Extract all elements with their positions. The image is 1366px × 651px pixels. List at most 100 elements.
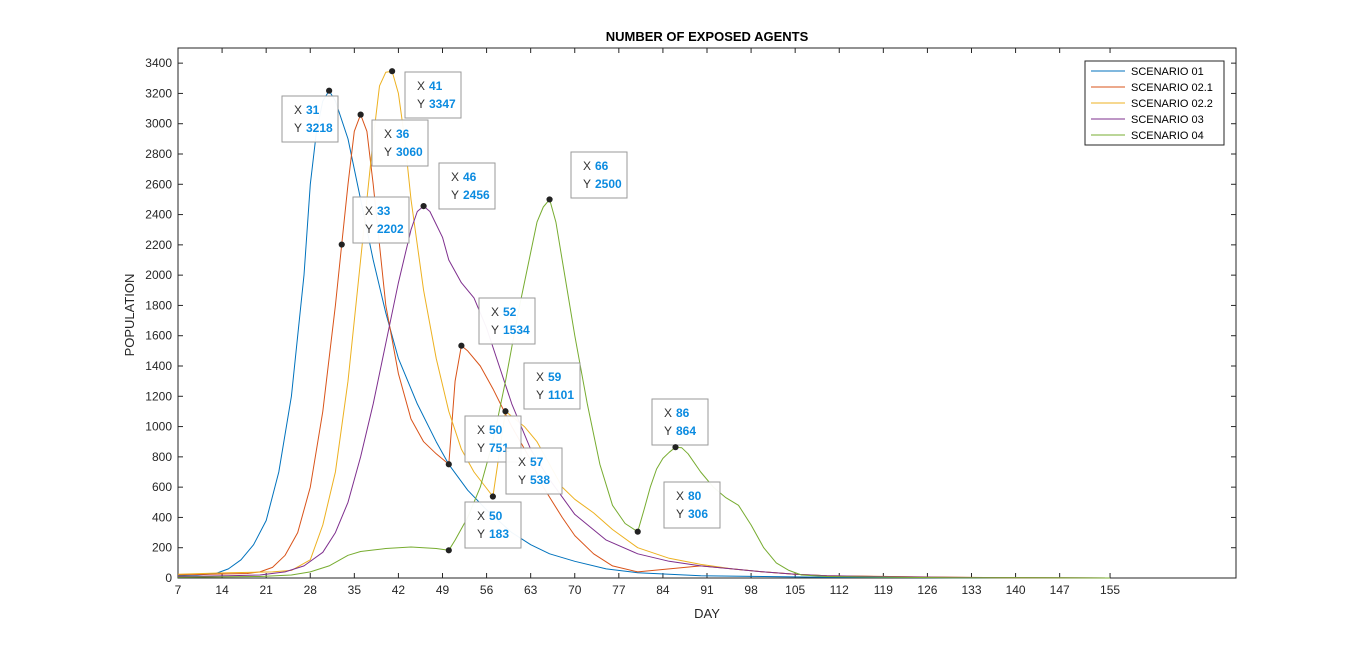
datatip[interactable]: X 36 Y 3060	[357, 111, 429, 167]
datatip[interactable]: X 46 Y 2456	[420, 162, 496, 210]
datatip-y-value: 2500	[595, 177, 622, 191]
datatip-x-value: 86	[676, 406, 690, 420]
datatip[interactable]: X 33 Y 2202	[338, 196, 410, 248]
datatip-y-value: 3060	[396, 145, 423, 159]
datatip-y-key: Y	[477, 441, 485, 455]
datatips: X 31 Y 3218 X 36 Y 3060 X 41 Y 3347 X 33 Y 2202 X 46 Y 2456…	[281, 68, 721, 554]
x-tick-label: 49	[436, 583, 450, 597]
x-tick-label: 155	[1100, 583, 1120, 597]
datatip-y-key: Y	[365, 222, 373, 236]
datatip-y-value: 2202	[377, 222, 404, 236]
datatip-x-value: 57	[530, 455, 544, 469]
datatip-marker	[357, 111, 364, 118]
x-tick-label: 70	[568, 583, 582, 597]
datatip-y-value: 1534	[503, 323, 530, 337]
datatip[interactable]: X 50 Y 183	[445, 501, 522, 554]
datatip[interactable]: X 52 Y 1534	[458, 297, 536, 349]
datatip-x-key: X	[676, 489, 684, 503]
datatip-y-value: 2456	[463, 188, 490, 202]
datatip-marker	[420, 202, 427, 210]
datatip-y-key: Y	[417, 97, 425, 111]
datatip-box	[438, 162, 496, 210]
x-tick-label: 14	[215, 583, 229, 597]
datatip-x-value: 33	[377, 204, 391, 218]
datatip-marker	[489, 493, 496, 500]
legend-entry-2[interactable]: SCENARIO 02.1	[1131, 82, 1213, 94]
datatip[interactable]: X 57 Y 538	[489, 447, 563, 500]
datatip-x-key: X	[518, 455, 526, 469]
datatip[interactable]: X 66 Y 2500	[546, 151, 628, 203]
datatip-box	[663, 481, 721, 529]
datatip-marker	[546, 196, 553, 203]
datatip-y-value: 751	[489, 441, 509, 455]
datatip[interactable]: X 80 Y 306	[634, 481, 721, 535]
datatip[interactable]: X 31 Y 3218	[281, 87, 339, 143]
series-line-1	[177, 90, 1111, 579]
datatip-x-key: X	[583, 159, 591, 173]
y-tick-label: 1400	[145, 359, 172, 373]
datatip-x-key: X	[451, 170, 459, 184]
datatip-y-key: Y	[451, 188, 459, 202]
datatip-box	[281, 95, 339, 143]
datatip-y-key: Y	[384, 145, 392, 159]
datatip-x-value: 31	[306, 103, 320, 117]
datatip[interactable]: X 41 Y 3347	[389, 68, 462, 119]
datatip[interactable]: X 50 Y 751	[445, 415, 522, 468]
datatip-y-key: Y	[294, 121, 302, 135]
datatip-x-value: 52	[503, 305, 517, 319]
series-line-5	[177, 198, 1111, 579]
datatip-x-key: X	[664, 406, 672, 420]
y-tick-label: 400	[152, 510, 172, 524]
x-tick-label: 98	[744, 583, 758, 597]
legend-entry-1[interactable]: SCENARIO 01	[1131, 66, 1204, 78]
datatip-x-key: X	[477, 423, 485, 437]
x-tick-label: 140	[1006, 583, 1026, 597]
datatip-y-value: 1101	[548, 388, 574, 402]
y-tick-label: 2000	[145, 268, 172, 282]
datatip-marker	[389, 68, 396, 75]
datatip-x-key: X	[536, 370, 544, 384]
y-tick-label: 2600	[145, 177, 172, 191]
legend-entry-3[interactable]: SCENARIO 02.2	[1131, 98, 1213, 110]
y-tick-label: 3200	[145, 86, 172, 100]
datatip[interactable]: X 59 Y 1101	[502, 362, 581, 415]
legend-entry-5[interactable]: SCENARIO 04	[1131, 130, 1204, 142]
datatip-x-key: X	[294, 103, 302, 117]
x-tick-label: 28	[304, 583, 318, 597]
datatip-box	[478, 297, 536, 345]
x-tick-label: 42	[392, 583, 406, 597]
x-tick-label: 35	[348, 583, 362, 597]
datatip-x-key: X	[491, 305, 499, 319]
datatip-y-value: 306	[688, 507, 708, 521]
datatip-y-key: Y	[583, 177, 591, 191]
datatip-y-key: Y	[477, 527, 485, 541]
y-tick-label: 1200	[145, 389, 172, 403]
datatip-x-key: X	[477, 509, 485, 523]
x-tick-label: 119	[874, 583, 893, 597]
x-tick-label: 126	[917, 583, 937, 597]
datatip-box	[464, 501, 522, 549]
x-tick-label: 112	[830, 583, 849, 597]
y-tick-label: 600	[152, 480, 172, 494]
legend[interactable]: SCENARIO 01 SCENARIO 02.1 SCENARIO 02.2 SCE…	[1084, 60, 1225, 146]
datatip-y-key: Y	[518, 473, 526, 487]
datatip[interactable]: X 86 Y 864	[651, 398, 709, 451]
datatip-marker	[445, 461, 452, 468]
y-tick-label: 3400	[145, 56, 172, 70]
datatip-y-value: 3218	[306, 121, 333, 135]
datatip-box	[505, 447, 563, 495]
datatip-y-value: 538	[530, 473, 550, 487]
x-tick-label: 56	[480, 583, 494, 597]
legend-entry-4[interactable]: SCENARIO 03	[1131, 114, 1204, 126]
axes: 7 14 21 28 35 42 49 56 63 70 77 84 91 98 105 112 119 126 1…	[145, 48, 1236, 597]
y-tick-label: 3000	[145, 117, 172, 131]
datatip-box	[404, 71, 462, 119]
datatip-x-value: 80	[688, 489, 702, 503]
x-tick-label: 133	[961, 583, 981, 597]
x-tick-label: 91	[700, 583, 714, 597]
y-tick-label: 800	[152, 450, 172, 464]
datatip-x-value: 59	[548, 370, 562, 384]
x-tick-label: 84	[656, 583, 670, 597]
y-tick-label: 1800	[145, 298, 172, 312]
